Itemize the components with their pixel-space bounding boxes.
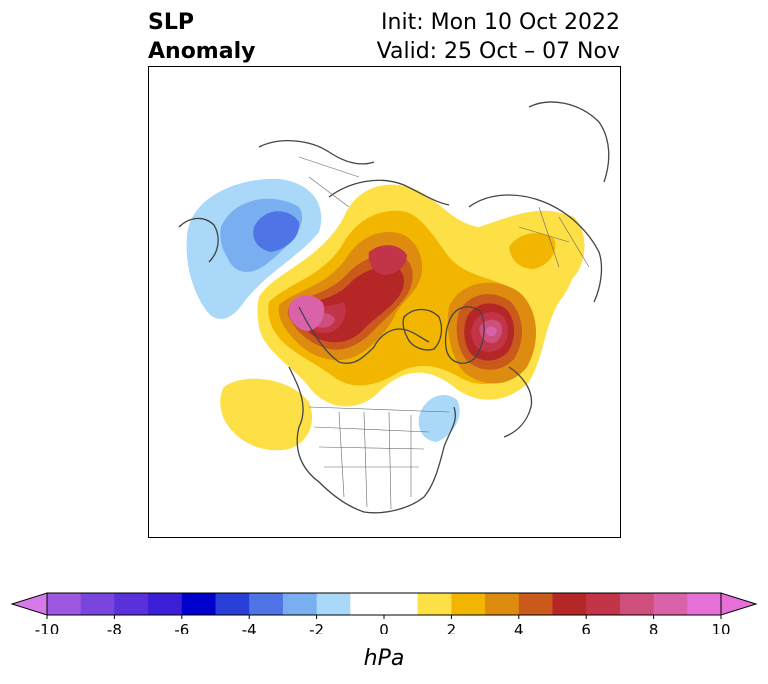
colorbar-tick-label: 6	[581, 621, 591, 634]
colorbar-bin-11	[417, 593, 452, 615]
colorbar-tick-label: -4	[242, 621, 257, 634]
coastlines	[178, 101, 610, 514]
colorbar-bin-15	[552, 593, 587, 615]
colorbar-bin-16	[586, 593, 621, 615]
colorbar-bin-17	[619, 593, 655, 615]
colorbar-tick-label: -6	[174, 621, 189, 634]
colorbar-bin-3	[148, 593, 183, 615]
valid-range: Valid: 25 Oct – 07 Nov	[376, 39, 620, 64]
colorbar-bin-0	[47, 593, 82, 615]
colorbar-bin-9	[350, 593, 385, 615]
colorbar-bins	[47, 593, 722, 615]
colorbar-tick-label: 2	[447, 621, 457, 634]
colorbar-bin-1	[80, 593, 115, 615]
colorbar-tick-label: 4	[514, 621, 524, 634]
slp-anomaly-map	[148, 66, 621, 538]
colorbar-bin-10	[384, 593, 419, 615]
anomaly-negative-okhotsk	[186, 178, 322, 319]
colorbar-ticks: -10 -8 -6 -4 -2 0 2 4 6 8 10	[35, 615, 731, 634]
colorbar-bin-12	[451, 593, 486, 615]
anomaly-positive-pacific	[220, 378, 313, 451]
map-canvas	[178, 101, 610, 514]
country-borders	[298, 156, 590, 510]
colorbar-tick-label: 8	[649, 621, 659, 634]
map-dates: Init: Mon 10 Oct 2022 Valid: 25 Oct – 07…	[377, 8, 620, 66]
colorbar-bin-2	[114, 593, 149, 615]
colorbar-bin-19	[687, 593, 722, 615]
map-title: SLP Anomaly	[148, 8, 255, 66]
colorbar-tick-label: 0	[379, 621, 389, 634]
colorbar-bin-6	[249, 593, 284, 615]
colorbar-extend-low	[10, 592, 48, 616]
anomaly-positive-europe	[493, 212, 585, 289]
colorbar-bin-14	[518, 593, 553, 615]
colorbar-tick-label: -10	[35, 621, 60, 634]
colorbar-bin-8	[316, 593, 351, 615]
colorbar-tick-label: -8	[107, 621, 122, 634]
colorbar-extend-high	[720, 592, 758, 616]
colorbar-bin-5	[215, 593, 250, 615]
colorbar: -10 -8 -6 -4 -2 0 2 4 6 8 10	[10, 592, 758, 634]
colorbar-bin-7	[282, 593, 318, 615]
init-date: Init: Mon 10 Oct 2022	[381, 10, 620, 35]
colorbar-unit-label: hPa	[363, 646, 405, 671]
anomaly-negative-atlantic	[418, 395, 460, 442]
title-line-1: SLP	[148, 10, 194, 35]
title-line-2: Anomaly	[148, 39, 256, 64]
colorbar-bin-4	[181, 593, 216, 615]
colorbar-bin-18	[653, 593, 688, 615]
colorbar-tick-label: 10	[711, 621, 730, 634]
colorbar-bin-13	[485, 593, 520, 615]
colorbar-tick-label: -2	[309, 621, 324, 634]
